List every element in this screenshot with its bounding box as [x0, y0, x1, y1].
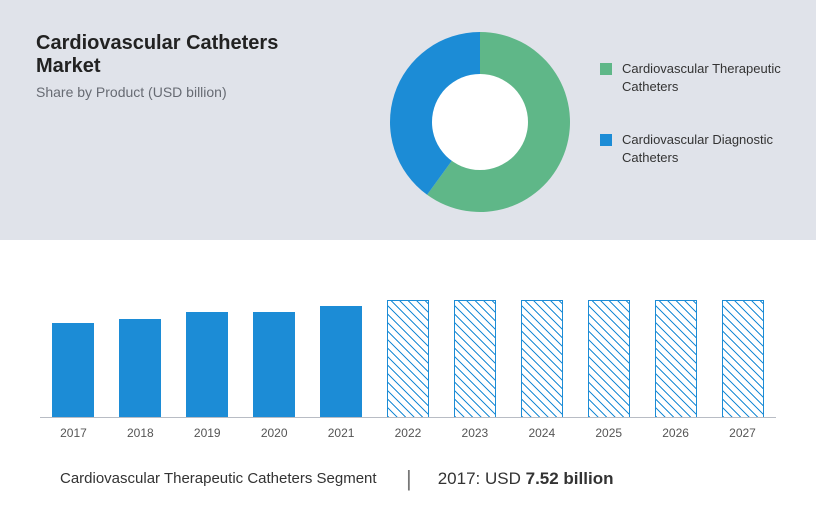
bar: [186, 312, 228, 418]
bar-year-label: 2021: [308, 426, 375, 440]
bar-slot: [375, 288, 442, 418]
title-block: Cardiovascular Catheters Market Share by…: [0, 0, 340, 240]
bar: [722, 300, 764, 418]
bar: [119, 319, 161, 418]
legend-item: Cardiovascular Therapeutic Catheters: [600, 60, 800, 95]
stat-number: 7.52 billion: [526, 469, 614, 488]
bar-slot: [709, 288, 776, 418]
bar: [253, 312, 295, 418]
donut-legend: Cardiovascular Therapeutic Catheters Car…: [600, 60, 800, 202]
bar: [320, 306, 362, 418]
stat-value: 2017: USD 7.52 billion: [438, 469, 614, 489]
bar-slot: [107, 288, 174, 418]
bar-year-label: 2023: [441, 426, 508, 440]
bar-year-label: 2018: [107, 426, 174, 440]
bar-year-label: 2025: [575, 426, 642, 440]
footer-stat-line: Cardiovascular Therapeutic Catheters Seg…: [40, 466, 776, 492]
page-title: Cardiovascular Catheters Market: [36, 32, 340, 78]
bar: [52, 323, 94, 418]
legend-swatch-icon: [600, 134, 612, 146]
bar-slot: [508, 288, 575, 418]
segment-name: Cardiovascular Therapeutic Catheters Seg…: [60, 469, 380, 489]
bottom-panel: 2017201820192020202120222023202420252026…: [0, 240, 816, 492]
bar-slot: [642, 288, 709, 418]
bar-axis-line: [40, 417, 776, 418]
bars-row: [40, 288, 776, 418]
bar-chart: 2017201820192020202120222023202420252026…: [40, 270, 776, 440]
legend-label: Cardiovascular Diagnostic Catheters: [622, 131, 800, 166]
bar-slot: [441, 288, 508, 418]
page-subtitle: Share by Product (USD billion): [36, 84, 340, 100]
bar-labels-row: 2017201820192020202120222023202420252026…: [40, 426, 776, 440]
bar: [588, 300, 630, 418]
bar: [387, 300, 429, 418]
top-panel: Cardiovascular Catheters Market Share by…: [0, 0, 816, 240]
bar-year-label: 2022: [375, 426, 442, 440]
bar-year-label: 2017: [40, 426, 107, 440]
bar-year-label: 2019: [174, 426, 241, 440]
bar-year-label: 2027: [709, 426, 776, 440]
donut-chart: [380, 22, 580, 222]
stat-prefix: : USD: [476, 469, 526, 488]
donut-svg: [380, 22, 580, 222]
stat-year: 2017: [438, 469, 476, 488]
divider-icon: |: [406, 466, 412, 492]
bar-slot: [174, 288, 241, 418]
legend-swatch-icon: [600, 63, 612, 75]
bar: [655, 300, 697, 418]
bar-slot: [308, 288, 375, 418]
bar-slot: [40, 288, 107, 418]
bar-year-label: 2024: [508, 426, 575, 440]
bar-slot: [575, 288, 642, 418]
bar-year-label: 2026: [642, 426, 709, 440]
legend-item: Cardiovascular Diagnostic Catheters: [600, 131, 800, 166]
bar-year-label: 2020: [241, 426, 308, 440]
bar-slot: [241, 288, 308, 418]
bar: [454, 300, 496, 418]
donut-hole: [432, 74, 528, 170]
bar: [521, 300, 563, 418]
legend-label: Cardiovascular Therapeutic Catheters: [622, 60, 800, 95]
